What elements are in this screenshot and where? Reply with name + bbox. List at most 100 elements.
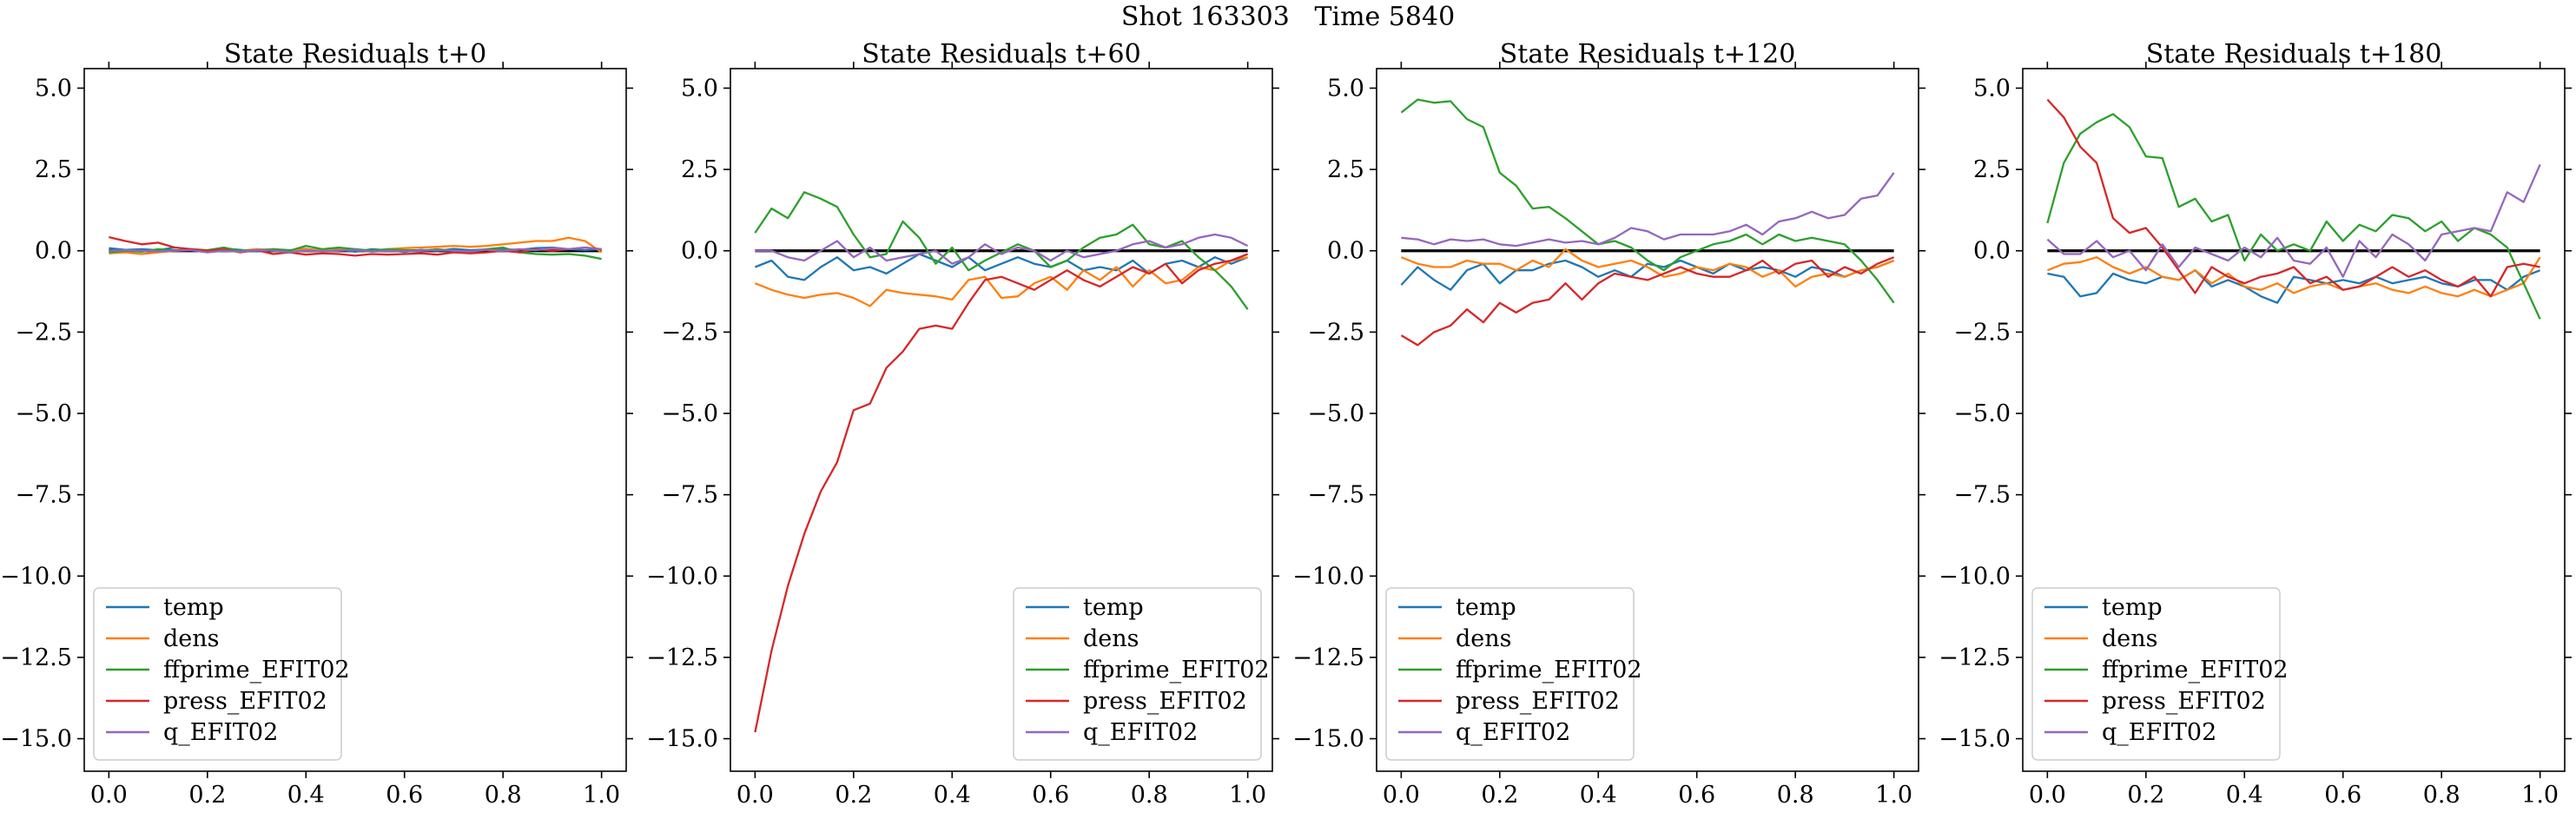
axes-frame xyxy=(1376,68,1919,772)
y-tick-label: −2.5 xyxy=(661,319,718,346)
y-tick-label: −5.0 xyxy=(1307,400,1364,427)
x-tick-label: 0.2 xyxy=(835,782,872,809)
x-tick-label: 1.0 xyxy=(2521,782,2559,809)
chart-panel-4: State Residuals t+180 0.0 0.2 0.4 0.6 0.8 1.0 5… xyxy=(1939,39,2572,809)
legend-label-dens: dens xyxy=(1083,625,1139,652)
y-tick-label: −7.5 xyxy=(1953,482,2011,509)
x-tick-label: 0.4 xyxy=(1580,782,1617,809)
axes-frame xyxy=(2022,68,2566,772)
chart-panel-3: State Residuals t+120 0.0 0.2 0.4 0.6 0.8 1.0 5… xyxy=(1292,39,1925,809)
y-tick-label: 0.0 xyxy=(35,238,72,265)
x-tick-label: 0.8 xyxy=(1131,782,1168,809)
x-tick-label: 0.0 xyxy=(1383,782,1420,809)
y-tick-label: 5.0 xyxy=(1327,75,1364,102)
y-tick-label: 2.5 xyxy=(35,156,72,183)
y-tick-label: 5.0 xyxy=(681,75,718,102)
chart-title: State Residuals t+60 xyxy=(862,39,1140,69)
axes-frame xyxy=(730,68,1273,772)
x-tick-label: 0.8 xyxy=(2423,782,2460,809)
legend-label-ffprime_EFIT02: ffprime_EFIT02 xyxy=(1083,657,1270,684)
chart-panel-2: State Residuals t+60 0.0 0.2 0.4 0.6 0.8 1.0 5.… xyxy=(646,39,1279,809)
y-tick-label: 5.0 xyxy=(1973,75,2011,102)
legend-label-dens: dens xyxy=(163,625,220,652)
y-tick-label: −10.0 xyxy=(1292,563,1364,590)
y-tick-label: 0.0 xyxy=(1327,238,1364,265)
y-tick-label: −10.0 xyxy=(646,563,718,590)
y-tick-label: −2.5 xyxy=(1953,319,2011,346)
legend-label-temp: temp xyxy=(2102,594,2163,621)
x-tick-label: 0.2 xyxy=(188,782,226,809)
legend-label-ffprime_EFIT02: ffprime_EFIT02 xyxy=(163,657,350,684)
x-tick-label: 0.0 xyxy=(736,782,774,809)
x-tick-label: 1.0 xyxy=(1875,782,1912,809)
x-tick-label: 1.0 xyxy=(1229,782,1266,809)
series-line-dens xyxy=(754,256,1248,307)
series-line-press_EFIT02 xyxy=(754,253,1249,733)
y-tick-label: 2.5 xyxy=(1973,156,2011,183)
series-line-dens xyxy=(2046,256,2541,298)
x-tick-label: 0.0 xyxy=(90,782,128,809)
chart-title: State Residuals t+0 xyxy=(224,39,486,69)
legend-label-ffprime_EFIT02: ffprime_EFIT02 xyxy=(1456,657,1642,684)
legend-label-press_EFIT02: press_EFIT02 xyxy=(2102,688,2266,715)
y-tick-label: −2.5 xyxy=(1307,319,1364,346)
y-tick-label: −12.5 xyxy=(0,644,72,671)
series-line-q_EFIT02 xyxy=(1401,172,1895,248)
y-tick-label: −7.5 xyxy=(661,482,718,509)
y-tick-label: −7.5 xyxy=(15,482,72,509)
y-tick-label: −12.5 xyxy=(1939,644,2011,671)
x-tick-label: 0.8 xyxy=(1777,782,1814,809)
y-tick-label: −15.0 xyxy=(646,726,718,753)
y-tick-label: −7.5 xyxy=(1307,482,1364,509)
series-line-press_EFIT02 xyxy=(1400,256,1895,347)
x-tick-label: 1.0 xyxy=(583,782,620,809)
y-tick-label: −15.0 xyxy=(1939,726,2011,753)
series-line-q_EFIT02 xyxy=(109,246,602,254)
legend: temp dens ffprime_EFIT02 press_EFIT02 q_EFIT… xyxy=(1385,587,1642,761)
chart-title: State Residuals t+120 xyxy=(1500,39,1796,69)
legend-label-ffprime_EFIT02: ffprime_EFIT02 xyxy=(2102,657,2289,684)
series-line-ffprime_EFIT02 xyxy=(2046,113,2541,320)
y-tick-label: 2.5 xyxy=(1327,156,1364,183)
y-tick-label: −10.0 xyxy=(1939,563,2011,590)
legend-box xyxy=(93,587,342,761)
y-tick-label: −15.0 xyxy=(0,726,72,753)
legend-label-temp: temp xyxy=(163,594,224,621)
chart-title: State Residuals t+180 xyxy=(2146,39,2442,69)
legend-box xyxy=(2031,587,2281,761)
legend-label-q_EFIT02: q_EFIT02 xyxy=(1456,719,1570,746)
legend-label-press_EFIT02: press_EFIT02 xyxy=(1456,688,1620,715)
series-line-dens xyxy=(1400,248,1895,288)
y-tick-label: −10.0 xyxy=(0,563,72,590)
legend-label-dens: dens xyxy=(1456,625,1512,652)
legend-label-q_EFIT02: q_EFIT02 xyxy=(2102,719,2216,746)
legend: temp dens ffprime_EFIT02 press_EFIT02 q_EFIT… xyxy=(2031,587,2289,761)
x-tick-label: 0.2 xyxy=(2127,782,2164,809)
legend-label-q_EFIT02: q_EFIT02 xyxy=(1083,719,1198,746)
legend: temp dens ffprime_EFIT02 press_EFIT02 q_EFIT… xyxy=(1013,587,1270,761)
x-tick-label: 0.6 xyxy=(1032,782,1069,809)
x-tick-label: 0.4 xyxy=(2226,782,2263,809)
series-line-q_EFIT02 xyxy=(2046,164,2541,278)
x-tick-label: 0.0 xyxy=(2029,782,2066,809)
y-tick-label: −12.5 xyxy=(1292,644,1364,671)
x-tick-label: 0.6 xyxy=(2324,782,2361,809)
y-tick-label: −5.0 xyxy=(661,400,718,427)
x-tick-label: 0.6 xyxy=(386,782,423,809)
y-tick-label: −2.5 xyxy=(15,319,72,346)
y-tick-label: 5.0 xyxy=(35,75,72,102)
legend-label-temp: temp xyxy=(1456,594,1516,621)
axes-frame xyxy=(83,68,627,772)
chart-panel-1: State Residuals t+0 0.0 0.2 0.4 0.6 0.8 1.0 5.0… xyxy=(0,39,633,809)
series-line-q_EFIT02 xyxy=(755,233,1249,265)
y-tick-label: 0.0 xyxy=(1973,238,2011,265)
x-tick-label: 0.8 xyxy=(485,782,522,809)
y-tick-label: −5.0 xyxy=(1953,400,2011,427)
x-tick-label: 0.2 xyxy=(1481,782,1518,809)
legend-label-q_EFIT02: q_EFIT02 xyxy=(163,719,278,746)
y-tick-label: 0.0 xyxy=(681,238,718,265)
y-tick-label: −5.0 xyxy=(15,400,72,427)
series-line-ffprime_EFIT02 xyxy=(1400,98,1895,304)
y-tick-label: 2.5 xyxy=(681,156,718,183)
